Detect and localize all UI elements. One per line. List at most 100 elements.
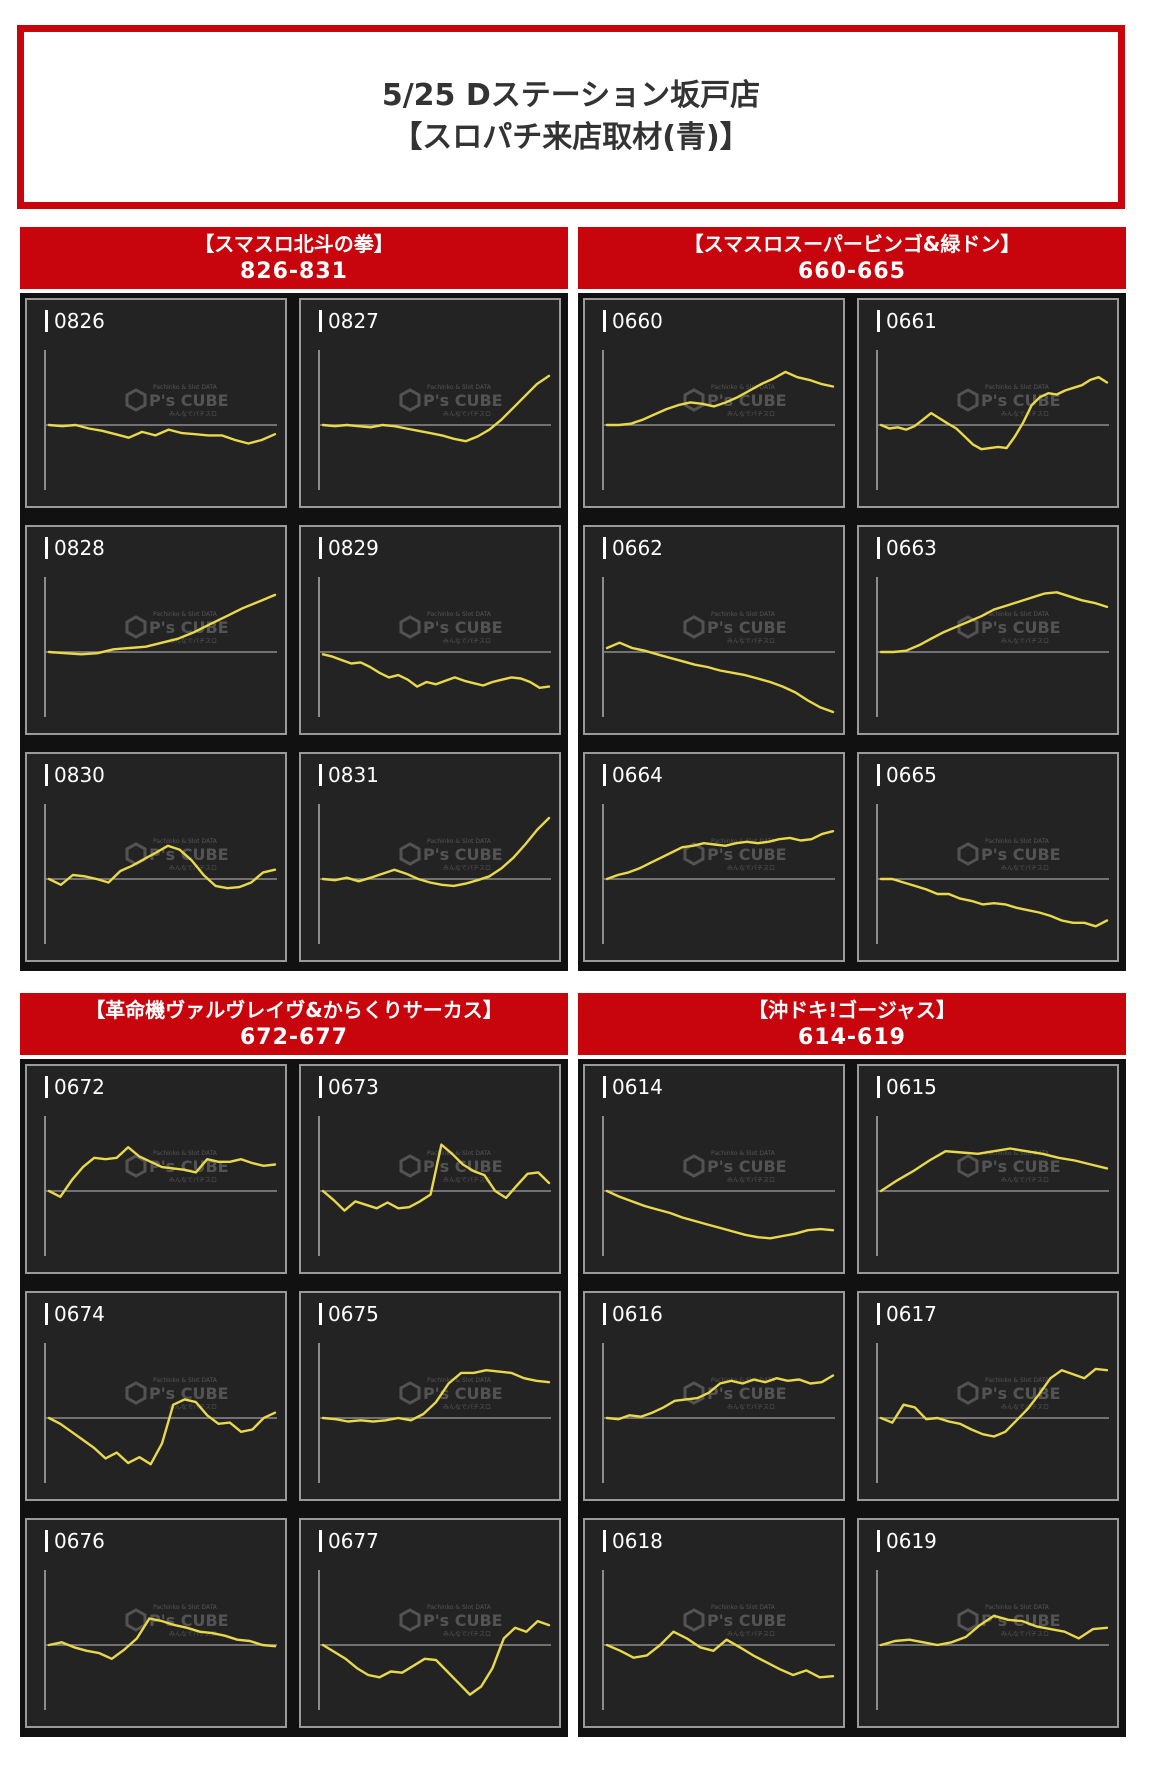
slot-chart-panel: Pachinko & Slot DATA P's CUBE みんなでパチスロ 0673: [299, 1064, 561, 1274]
watermark-subline: みんなでパチスロ: [1001, 1404, 1049, 1411]
watermark-tagline: Pachinko & Slot DATA: [985, 838, 1050, 845]
watermark-subline: みんなでパチスロ: [169, 1404, 217, 1411]
watermark-subline: みんなでパチスロ: [1001, 638, 1049, 645]
watermark-subline: みんなでパチスロ: [169, 638, 217, 645]
watermark-tagline: Pachinko & Slot DATA: [153, 384, 218, 391]
watermark-tagline: Pachinko & Slot DATA: [427, 1150, 492, 1157]
watermark-name: P's CUBE: [423, 618, 503, 637]
section-title: 【スマスロスーパービンゴ&緑ドン】: [683, 232, 1021, 256]
slot-chart-panel: Pachinko & Slot DATA P's CUBE みんなでパチスロ 0829: [299, 525, 561, 735]
watermark-tagline: Pachinko & Slot DATA: [427, 1377, 492, 1384]
slot-chart-panel: Pachinko & Slot DATA P's CUBE みんなでパチスロ 0614: [583, 1064, 845, 1274]
cube-icon: [957, 1381, 979, 1405]
slot-chart-panel: Pachinko & Slot DATA P's CUBE みんなでパチスロ 0615: [857, 1064, 1119, 1274]
page-title: 5/25 Dステーション坂戸店: [381, 78, 761, 113]
cube-icon: [399, 1608, 421, 1632]
series-line: [321, 816, 551, 888]
watermark-name: P's CUBE: [707, 1384, 787, 1403]
section-range: 614-619: [798, 1025, 906, 1050]
watermark-subline: みんなでパチスロ: [169, 1631, 217, 1638]
watermark-tagline: Pachinko & Slot DATA: [427, 384, 492, 391]
series-line: [47, 423, 277, 445]
machine-number: 0616: [603, 1303, 663, 1325]
watermark-tagline: Pachinko & Slot DATA: [985, 1150, 1050, 1157]
slot-chart-panel: Pachinko & Slot DATA P's CUBE みんなでパチスロ 0828: [25, 525, 287, 735]
machine-number: 0665: [877, 764, 937, 786]
slot-chart-panel: Pachinko & Slot DATA P's CUBE みんなでパチスロ 0662: [583, 525, 845, 735]
watermark-name: P's CUBE: [149, 618, 229, 637]
watermark-subline: みんなでパチスロ: [169, 1177, 217, 1184]
slot-chart-panel: Pachinko & Slot DATA P's CUBE みんなでパチスロ 0619: [857, 1518, 1119, 1728]
machine-number: 0663: [877, 537, 937, 559]
machine-number: 0676: [45, 1530, 105, 1552]
slot-chart-panel: Pachinko & Slot DATA P's CUBE みんなでパチスロ 0831: [299, 752, 561, 962]
slot-chart-panel: Pachinko & Slot DATA P's CUBE みんなでパチスロ 0830: [25, 752, 287, 962]
machine-section: 【スマスロスーパービンゴ&緑ドン】 660-665 Pachinko & Slot …: [578, 227, 1126, 971]
watermark-subline: みんなでパチスロ: [1001, 1631, 1049, 1638]
machine-number: 0661: [877, 310, 937, 332]
watermark-subline: みんなでパチスロ: [1001, 1177, 1049, 1184]
cube-icon: [399, 1381, 421, 1405]
machine-section: 【革命機ヴァルヴレイヴ&からくりサーカス】 672-677 Pachinko & S…: [20, 993, 568, 1737]
slot-chart-panel: Pachinko & Slot DATA P's CUBE みんなでパチスロ 0672: [25, 1064, 287, 1274]
slot-chart-panel: Pachinko & Slot DATA P's CUBE みんなでパチスロ 0617: [857, 1291, 1119, 1501]
series-line: [605, 1374, 835, 1421]
section-title: 【沖ドキ!ゴージャス】: [748, 998, 956, 1022]
machine-number: 0675: [319, 1303, 379, 1325]
cube-icon: [957, 842, 979, 866]
machine-number: 0830: [45, 764, 105, 786]
watermark-subline: みんなでパチスロ: [727, 865, 775, 872]
series-line: [47, 1617, 277, 1661]
cube-icon: [683, 615, 705, 639]
cube-icon: [683, 388, 705, 412]
machine-number: 0677: [319, 1530, 379, 1552]
machine-number: 0672: [45, 1076, 105, 1098]
machine-number: 0831: [319, 764, 379, 786]
watermark-subline: みんなでパチスロ: [443, 411, 491, 418]
section-banner: 【沖ドキ!ゴージャス】 614-619: [578, 993, 1126, 1055]
watermark-name: P's CUBE: [707, 1157, 787, 1176]
watermark-subline: みんなでパチスロ: [727, 638, 775, 645]
machine-number: 0662: [603, 537, 663, 559]
series-line: [879, 375, 1109, 451]
cube-icon: [683, 1154, 705, 1178]
series-line: [605, 1630, 835, 1679]
slot-chart-panel: Pachinko & Slot DATA P's CUBE みんなでパチスロ 0676: [25, 1518, 287, 1728]
series-line: [879, 1614, 1109, 1647]
machine-number: 0828: [45, 537, 105, 559]
chart-grid: Pachinko & Slot DATA P's CUBE みんなでパチスロ 0826…: [20, 293, 568, 971]
watermark-tagline: Pachinko & Slot DATA: [427, 611, 492, 618]
watermark-tagline: Pachinko & Slot DATA: [985, 384, 1050, 391]
chart-grid: Pachinko & Slot DATA P's CUBE みんなでパチスロ 0672…: [20, 1059, 568, 1737]
watermark-name: P's CUBE: [707, 391, 787, 410]
watermark-subline: みんなでパチスロ: [727, 1177, 775, 1184]
machine-number: 0674: [45, 1303, 105, 1325]
watermark-tagline: Pachinko & Slot DATA: [711, 1150, 776, 1157]
machine-number: 0660: [603, 310, 663, 332]
watermark-subline: みんなでパチスロ: [443, 1631, 491, 1638]
machine-number: 0614: [603, 1076, 663, 1098]
cube-icon: [957, 1608, 979, 1632]
machine-number: 0827: [319, 310, 379, 332]
